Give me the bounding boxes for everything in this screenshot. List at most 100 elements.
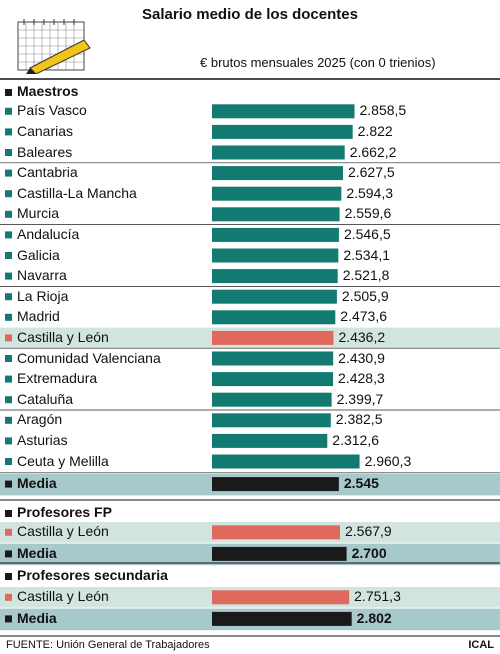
value-label: 2.559,6 [344, 205, 392, 222]
row-bullet [5, 480, 12, 488]
row-bullet [5, 437, 12, 445]
source-note: FUENTE: Unión General de Trabajadores [6, 639, 210, 651]
bar [212, 330, 334, 345]
row-label: Ceuta y Melilla [17, 452, 109, 469]
bar [212, 310, 336, 325]
section-bullet [5, 89, 12, 96]
row-bullet [5, 149, 12, 156]
value-label: 2.312,6 [332, 431, 379, 448]
row-label: Asturias [17, 431, 68, 448]
row-label: Andalucía [17, 225, 80, 242]
bar [212, 413, 331, 428]
row-bullet [5, 210, 12, 218]
bar [212, 590, 350, 605]
value-label: 2.858,5 [359, 102, 407, 119]
row-bullet [5, 293, 12, 301]
bar [212, 477, 339, 492]
row-label: Aragón [17, 411, 63, 428]
value-label: 2.822 [357, 122, 393, 139]
row-bullet [5, 593, 12, 601]
row-bullet [5, 375, 12, 383]
row-label: Canarias [17, 122, 74, 139]
row-bullet [5, 169, 12, 177]
bar [212, 104, 355, 119]
row-label: Madrid [17, 308, 60, 325]
bar [212, 207, 340, 222]
value-label: 2.521,8 [342, 267, 390, 284]
value-label: 2.700 [351, 544, 387, 561]
row-bullet [5, 528, 12, 536]
row-bullet [5, 334, 12, 342]
row-label: Galicia [17, 246, 60, 263]
bar [212, 351, 334, 366]
row-label: Castilla-La Mancha [17, 184, 137, 201]
row-bullet [5, 128, 12, 136]
row-label: Media [17, 475, 57, 492]
value-label: 2.505,9 [341, 287, 389, 304]
row-bullet [5, 458, 12, 465]
value-label: 2.546,5 [343, 225, 391, 242]
value-label: 2.662,2 [349, 143, 397, 160]
bar [212, 124, 353, 139]
bar [212, 546, 347, 561]
bar [212, 433, 328, 448]
row-bullet [5, 252, 12, 259]
row-label: La Rioja [17, 287, 69, 304]
brand-logo: ICAL [468, 639, 494, 651]
bar [212, 145, 345, 160]
bar [212, 611, 352, 626]
bar [212, 166, 343, 181]
value-label: 2.382,5 [335, 411, 383, 428]
value-label: 2.627,5 [347, 164, 395, 181]
section-title: Profesores FP [17, 504, 112, 520]
value-label: 2.399,7 [336, 390, 384, 407]
row-label: Murcia [17, 205, 60, 222]
value-label: 2.567,9 [345, 523, 392, 540]
row-label: Castilla y León [17, 588, 109, 605]
section-title: Maestros [17, 83, 79, 99]
value-label: 2.545 [343, 475, 379, 492]
value-label: 2.534,1 [343, 246, 391, 263]
bar [212, 186, 342, 201]
value-label: 2.436,2 [338, 328, 386, 345]
bar [212, 289, 337, 304]
bar [212, 392, 332, 407]
bar [212, 248, 339, 263]
row-bullet [5, 231, 12, 239]
section-bullet [5, 573, 12, 580]
value-label: 2.430,9 [338, 349, 385, 366]
row-label: Cataluña [17, 390, 74, 407]
value-label: 2.802 [356, 609, 392, 626]
row-label: Comunidad Valenciana [17, 349, 161, 366]
row-label: Media [17, 544, 57, 561]
value-label: 2.428,3 [338, 370, 385, 387]
row-label: Navarra [17, 267, 67, 284]
row-bullet [5, 416, 12, 424]
row-label: Media [17, 609, 57, 626]
value-label: 2.960,3 [364, 452, 412, 469]
chart-title: Salario medio de los docentes [142, 6, 358, 23]
bar [212, 227, 339, 242]
section-bullet [5, 510, 12, 517]
row-label: Baleares [17, 143, 73, 160]
value-label: 2.751,3 [354, 588, 401, 605]
value-label: 2.473,6 [340, 308, 388, 325]
row-bullet [5, 313, 12, 321]
row-bullet [5, 550, 12, 558]
bar [212, 372, 334, 387]
bar [212, 525, 341, 540]
row-bullet [5, 272, 12, 280]
row-bullet [5, 190, 12, 198]
row-bullet [5, 615, 12, 623]
bar [212, 269, 338, 284]
row-bullet [5, 396, 12, 404]
notepad-pencil-icon [17, 19, 91, 74]
section-title: Profesores secundaria [17, 567, 168, 583]
row-label: Castilla y León [17, 523, 109, 540]
row-label: Cantabria [17, 164, 78, 181]
chart-subtitle: € brutos mensuales 2025 (con 0 trienios) [200, 55, 436, 70]
row-label: Extremadura [17, 370, 98, 387]
bar [212, 454, 360, 469]
row-bullet [5, 355, 12, 362]
